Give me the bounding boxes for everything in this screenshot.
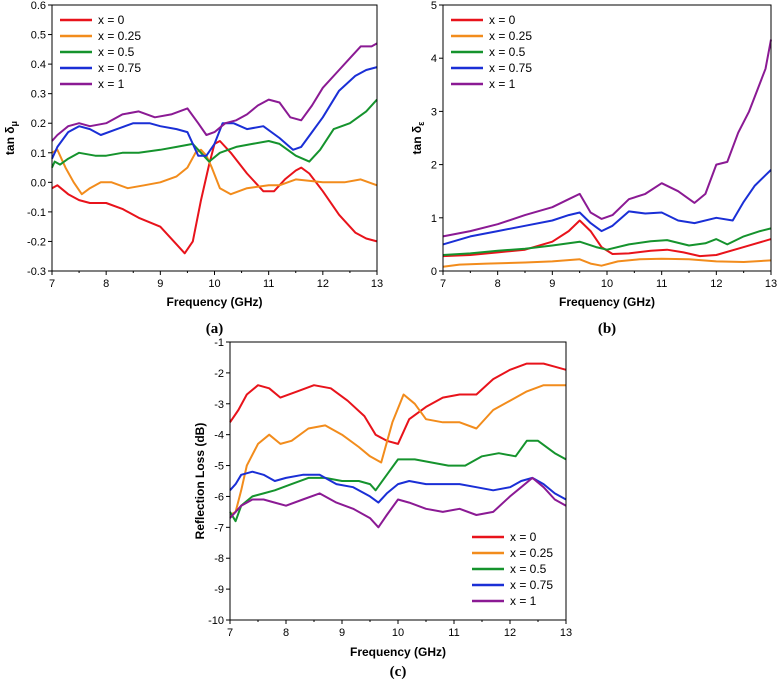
series-line-5 [51, 42, 378, 142]
legend-entry: x = 0.75 [98, 61, 141, 75]
y-tick-label: 0.4 [31, 59, 46, 71]
x-axis-label: Frequency (GHz) [559, 295, 655, 309]
legend-entry: x = 0.25 [489, 29, 532, 43]
y-tick-label: 2 [431, 160, 437, 172]
x-tick-label: 11 [656, 278, 667, 290]
legend-entry: x = 1 [98, 77, 125, 91]
panel-label: (a) [206, 321, 224, 337]
series-line-1 [229, 362, 567, 445]
y-tick-label: -10 [208, 615, 224, 627]
y-tick-label: 0.6 [31, 0, 46, 12]
chart-panel-1: 7 8 9 10 11 12 13 -0.3 -0.2 -0.1 0.0 0.1 0.2 0.3 0.4 0.… [3, 0, 383, 337]
legend-entry: x = 0.75 [489, 61, 532, 75]
series-line-5 [229, 476, 567, 529]
panel-label: (b) [598, 321, 616, 337]
x-tick-label: 9 [339, 627, 345, 639]
legend-entry: x = 0.5 [489, 45, 526, 59]
y-tick-label: 5 [431, 0, 437, 12]
x-tick-label: 10 [392, 627, 404, 639]
legend-entry: x = 0.25 [98, 29, 141, 43]
y-tick-label: -0.3 [27, 266, 46, 278]
y-tick-label: 0.3 [31, 89, 46, 101]
x-tick-label: 11 [263, 278, 274, 290]
y-tick-label: 4 [431, 53, 437, 65]
series-line-4 [51, 66, 378, 160]
y-tick-label: 0 [431, 266, 437, 278]
legend: x = 0 x = 0.25 x = 0.5 x = 0.75 x = 1 [472, 530, 553, 608]
y-axis-label: tan δμ [3, 121, 19, 155]
y-tick-label: -4 [214, 430, 224, 442]
y-tick-label: -8 [214, 553, 224, 565]
legend-entry: x = 0 [98, 13, 125, 27]
x-axis-label: Frequency (GHz) [166, 295, 262, 309]
x-tick-label: 11 [448, 627, 459, 639]
y-tick-label: 3 [431, 106, 437, 118]
y-tick-label: 0.0 [31, 177, 46, 189]
x-tick-label: 12 [317, 278, 329, 290]
y-tick-label: -9 [214, 584, 224, 596]
x-axis-label: Frequency (GHz) [350, 645, 446, 659]
legend-entry: x = 0.75 [510, 578, 553, 592]
y-tick-label: 0.2 [31, 118, 46, 130]
x-tick-label: 10 [601, 278, 613, 290]
y-axis-label: Reflection Loss (dB) [193, 423, 207, 540]
y-tick-label: -2 [214, 368, 224, 380]
legend-entry: x = 1 [510, 594, 537, 608]
x-tick-label: 12 [710, 278, 722, 290]
x-tick-label: 9 [549, 278, 555, 290]
x-tick-label: 7 [49, 278, 55, 290]
y-tick-label: 0.1 [31, 148, 46, 160]
series-line-2 [442, 257, 772, 268]
series-line-2 [51, 148, 378, 196]
legend: x = 0 x = 0.25 x = 0.5 x = 0.75 x = 1 [451, 13, 532, 91]
x-tick-label: 13 [765, 278, 777, 290]
x-tick-label: 13 [371, 278, 383, 290]
legend-entry: x = 0.5 [510, 562, 547, 576]
chart-panel-3: 7 8 9 10 11 12 13 -10 -9 -8 -7 -6 -5 -4 -3 -2 -1 Frequenc… [193, 337, 572, 680]
series-line-4 [229, 470, 567, 504]
x-tick-label: 8 [283, 627, 289, 639]
y-tick-label: -0.1 [27, 207, 46, 219]
legend-entry: x = 0.5 [98, 45, 135, 59]
x-tick-label: 8 [103, 278, 109, 290]
legend-entry: x = 1 [489, 77, 516, 91]
y-tick-label: 1 [431, 213, 437, 225]
x-tick-label: 8 [495, 278, 501, 290]
x-tick-label: 12 [504, 627, 516, 639]
x-tick-label: 13 [560, 627, 572, 639]
y-tick-label: -5 [214, 461, 224, 473]
y-tick-label: -6 [214, 491, 224, 503]
y-tick-label: -3 [214, 399, 224, 411]
series-line-5 [442, 39, 772, 238]
series-line-2 [229, 384, 566, 516]
y-tick-label: -0.2 [27, 236, 46, 248]
series-line-4 [442, 169, 772, 246]
y-axis-label: tan δε [410, 121, 426, 155]
legend-entry: x = 0 [510, 530, 537, 544]
panel-label: (c) [390, 664, 407, 680]
x-tick-label: 7 [227, 627, 233, 639]
x-tick-label: 9 [157, 278, 163, 290]
y-tick-label: -1 [214, 337, 224, 349]
x-tick-label: 10 [208, 278, 220, 290]
legend-entry: x = 0.25 [510, 546, 553, 560]
y-tick-label: 0.5 [31, 30, 46, 42]
y-tick-label: -7 [214, 522, 224, 534]
series-line-3 [229, 439, 567, 523]
x-tick-label: 7 [440, 278, 446, 290]
legend: x = 0 x = 0.25 x = 0.5 x = 0.75 x = 1 [60, 13, 141, 91]
legend-entry: x = 0 [489, 13, 516, 27]
series-line-3 [51, 98, 378, 169]
series-line-3 [442, 227, 772, 256]
